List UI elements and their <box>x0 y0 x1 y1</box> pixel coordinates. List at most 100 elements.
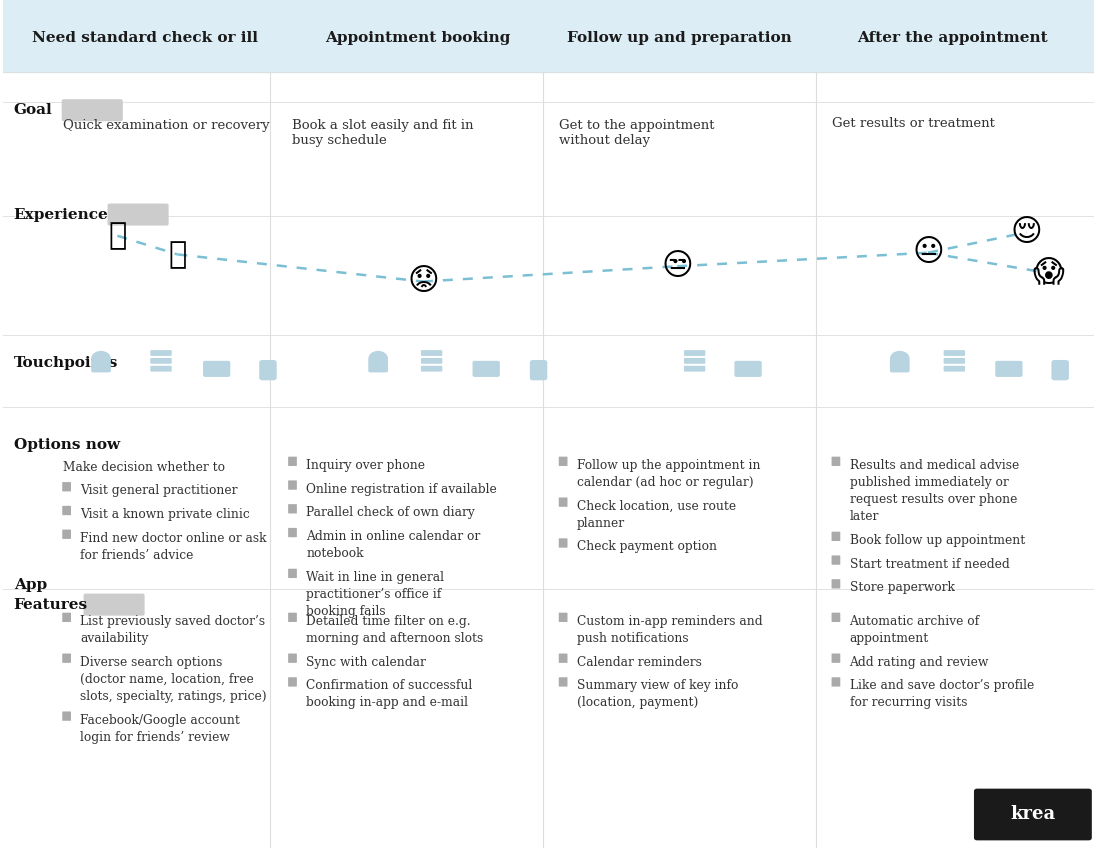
Text: Custom in-app reminders and: Custom in-app reminders and <box>577 615 763 628</box>
Text: Check location, use route: Check location, use route <box>577 499 736 512</box>
FancyBboxPatch shape <box>996 361 1023 377</box>
Circle shape <box>92 352 110 365</box>
Text: 😌: 😌 <box>1011 218 1043 247</box>
Bar <box>3 0 1094 72</box>
Text: Touchpoints: Touchpoints <box>14 356 118 370</box>
FancyBboxPatch shape <box>62 505 71 515</box>
FancyBboxPatch shape <box>421 358 442 364</box>
Text: Detailed time filter on e.g.: Detailed time filter on e.g. <box>306 615 470 628</box>
Text: for recurring visits: for recurring visits <box>850 696 967 709</box>
Text: krea: krea <box>1011 805 1056 823</box>
FancyBboxPatch shape <box>974 789 1092 840</box>
Text: 🤔: 🤔 <box>108 221 127 250</box>
Text: After the appointment: After the appointment <box>857 31 1047 45</box>
Text: Book a slot easily and fit in
busy schedule: Book a slot easily and fit in busy sched… <box>292 119 474 147</box>
FancyBboxPatch shape <box>203 361 231 377</box>
FancyBboxPatch shape <box>684 365 706 371</box>
FancyBboxPatch shape <box>150 358 172 364</box>
Text: later: later <box>850 510 878 522</box>
Text: Follow up the appointment in: Follow up the appointment in <box>577 459 760 471</box>
FancyBboxPatch shape <box>559 498 568 507</box>
Text: Follow up and preparation: Follow up and preparation <box>567 31 792 45</box>
FancyBboxPatch shape <box>944 365 965 371</box>
Text: Add rating and review: Add rating and review <box>850 656 989 668</box>
FancyBboxPatch shape <box>684 358 706 364</box>
Text: Need standard check or ill: Need standard check or ill <box>32 31 258 45</box>
Text: Results and medical advise: Results and medical advise <box>850 459 1019 471</box>
FancyBboxPatch shape <box>831 555 840 565</box>
FancyBboxPatch shape <box>62 612 71 622</box>
Text: Experience: Experience <box>14 208 108 221</box>
Text: Admin in online calendar or: Admin in online calendar or <box>306 530 480 543</box>
FancyBboxPatch shape <box>421 350 442 356</box>
FancyBboxPatch shape <box>62 711 71 721</box>
Text: availability: availability <box>80 632 149 644</box>
FancyBboxPatch shape <box>831 612 840 622</box>
Text: Wait in line in general: Wait in line in general <box>306 571 444 583</box>
FancyBboxPatch shape <box>150 365 172 371</box>
Text: App: App <box>14 578 47 592</box>
Text: Features: Features <box>14 599 88 612</box>
FancyBboxPatch shape <box>288 612 296 622</box>
Text: Diverse search options: Diverse search options <box>80 656 223 668</box>
FancyBboxPatch shape <box>559 612 568 622</box>
FancyBboxPatch shape <box>889 359 909 372</box>
FancyBboxPatch shape <box>684 350 706 356</box>
FancyBboxPatch shape <box>831 579 840 589</box>
FancyBboxPatch shape <box>288 527 296 538</box>
FancyBboxPatch shape <box>529 360 547 380</box>
FancyBboxPatch shape <box>259 360 277 380</box>
Text: 😱: 😱 <box>1033 259 1064 287</box>
Text: (doctor name, location, free: (doctor name, location, free <box>80 672 254 685</box>
Text: notebook: notebook <box>306 547 363 560</box>
Text: Visit general practitioner: Visit general practitioner <box>80 484 237 497</box>
Text: Appointment booking: Appointment booking <box>325 31 510 45</box>
FancyBboxPatch shape <box>831 532 840 541</box>
Text: booking fails: booking fails <box>306 605 386 617</box>
FancyBboxPatch shape <box>944 350 965 356</box>
Text: Get to the appointment
without delay: Get to the appointment without delay <box>559 119 714 147</box>
FancyBboxPatch shape <box>831 456 840 466</box>
FancyBboxPatch shape <box>288 504 296 514</box>
Text: Inquiry over phone: Inquiry over phone <box>306 459 426 471</box>
Text: Check payment option: Check payment option <box>577 540 717 554</box>
Text: Make decision whether to: Make decision whether to <box>62 461 224 474</box>
FancyBboxPatch shape <box>288 654 296 663</box>
Text: Like and save doctor’s profile: Like and save doctor’s profile <box>850 679 1034 692</box>
FancyBboxPatch shape <box>288 480 296 490</box>
FancyBboxPatch shape <box>473 361 500 377</box>
Text: slots, specialty, ratings, price): slots, specialty, ratings, price) <box>80 689 267 702</box>
Text: Summary view of key info: Summary view of key info <box>577 679 738 692</box>
FancyBboxPatch shape <box>83 594 144 616</box>
FancyBboxPatch shape <box>421 365 442 371</box>
Text: Get results or treatment: Get results or treatment <box>833 117 994 130</box>
FancyBboxPatch shape <box>559 654 568 663</box>
FancyBboxPatch shape <box>831 678 840 687</box>
Text: booking in-app and e-mail: booking in-app and e-mail <box>306 696 468 709</box>
Text: 😟: 😟 <box>407 267 439 296</box>
Text: morning and afternoon slots: morning and afternoon slots <box>306 632 484 644</box>
Text: Calendar reminders: Calendar reminders <box>577 656 701 668</box>
FancyBboxPatch shape <box>61 99 123 121</box>
FancyBboxPatch shape <box>62 529 71 539</box>
Text: login for friends’ review: login for friends’ review <box>80 730 230 744</box>
FancyBboxPatch shape <box>559 538 568 548</box>
FancyBboxPatch shape <box>944 358 965 364</box>
Text: Store paperwork: Store paperwork <box>850 581 954 594</box>
Text: Options now: Options now <box>14 438 120 452</box>
FancyBboxPatch shape <box>62 654 71 663</box>
FancyBboxPatch shape <box>288 456 296 466</box>
Text: Quick examination or recovery: Quick examination or recovery <box>62 119 269 131</box>
FancyBboxPatch shape <box>369 359 388 372</box>
FancyBboxPatch shape <box>288 569 296 578</box>
FancyBboxPatch shape <box>107 204 168 226</box>
FancyBboxPatch shape <box>1051 360 1069 380</box>
Text: List previously saved doctor’s: List previously saved doctor’s <box>80 615 266 628</box>
Circle shape <box>891 352 909 365</box>
Text: Sync with calendar: Sync with calendar <box>306 656 426 668</box>
Text: Automatic archive of: Automatic archive of <box>850 615 980 628</box>
Text: for friends’ advice: for friends’ advice <box>80 549 194 561</box>
FancyBboxPatch shape <box>150 350 172 356</box>
FancyBboxPatch shape <box>734 361 761 377</box>
FancyBboxPatch shape <box>91 359 110 372</box>
